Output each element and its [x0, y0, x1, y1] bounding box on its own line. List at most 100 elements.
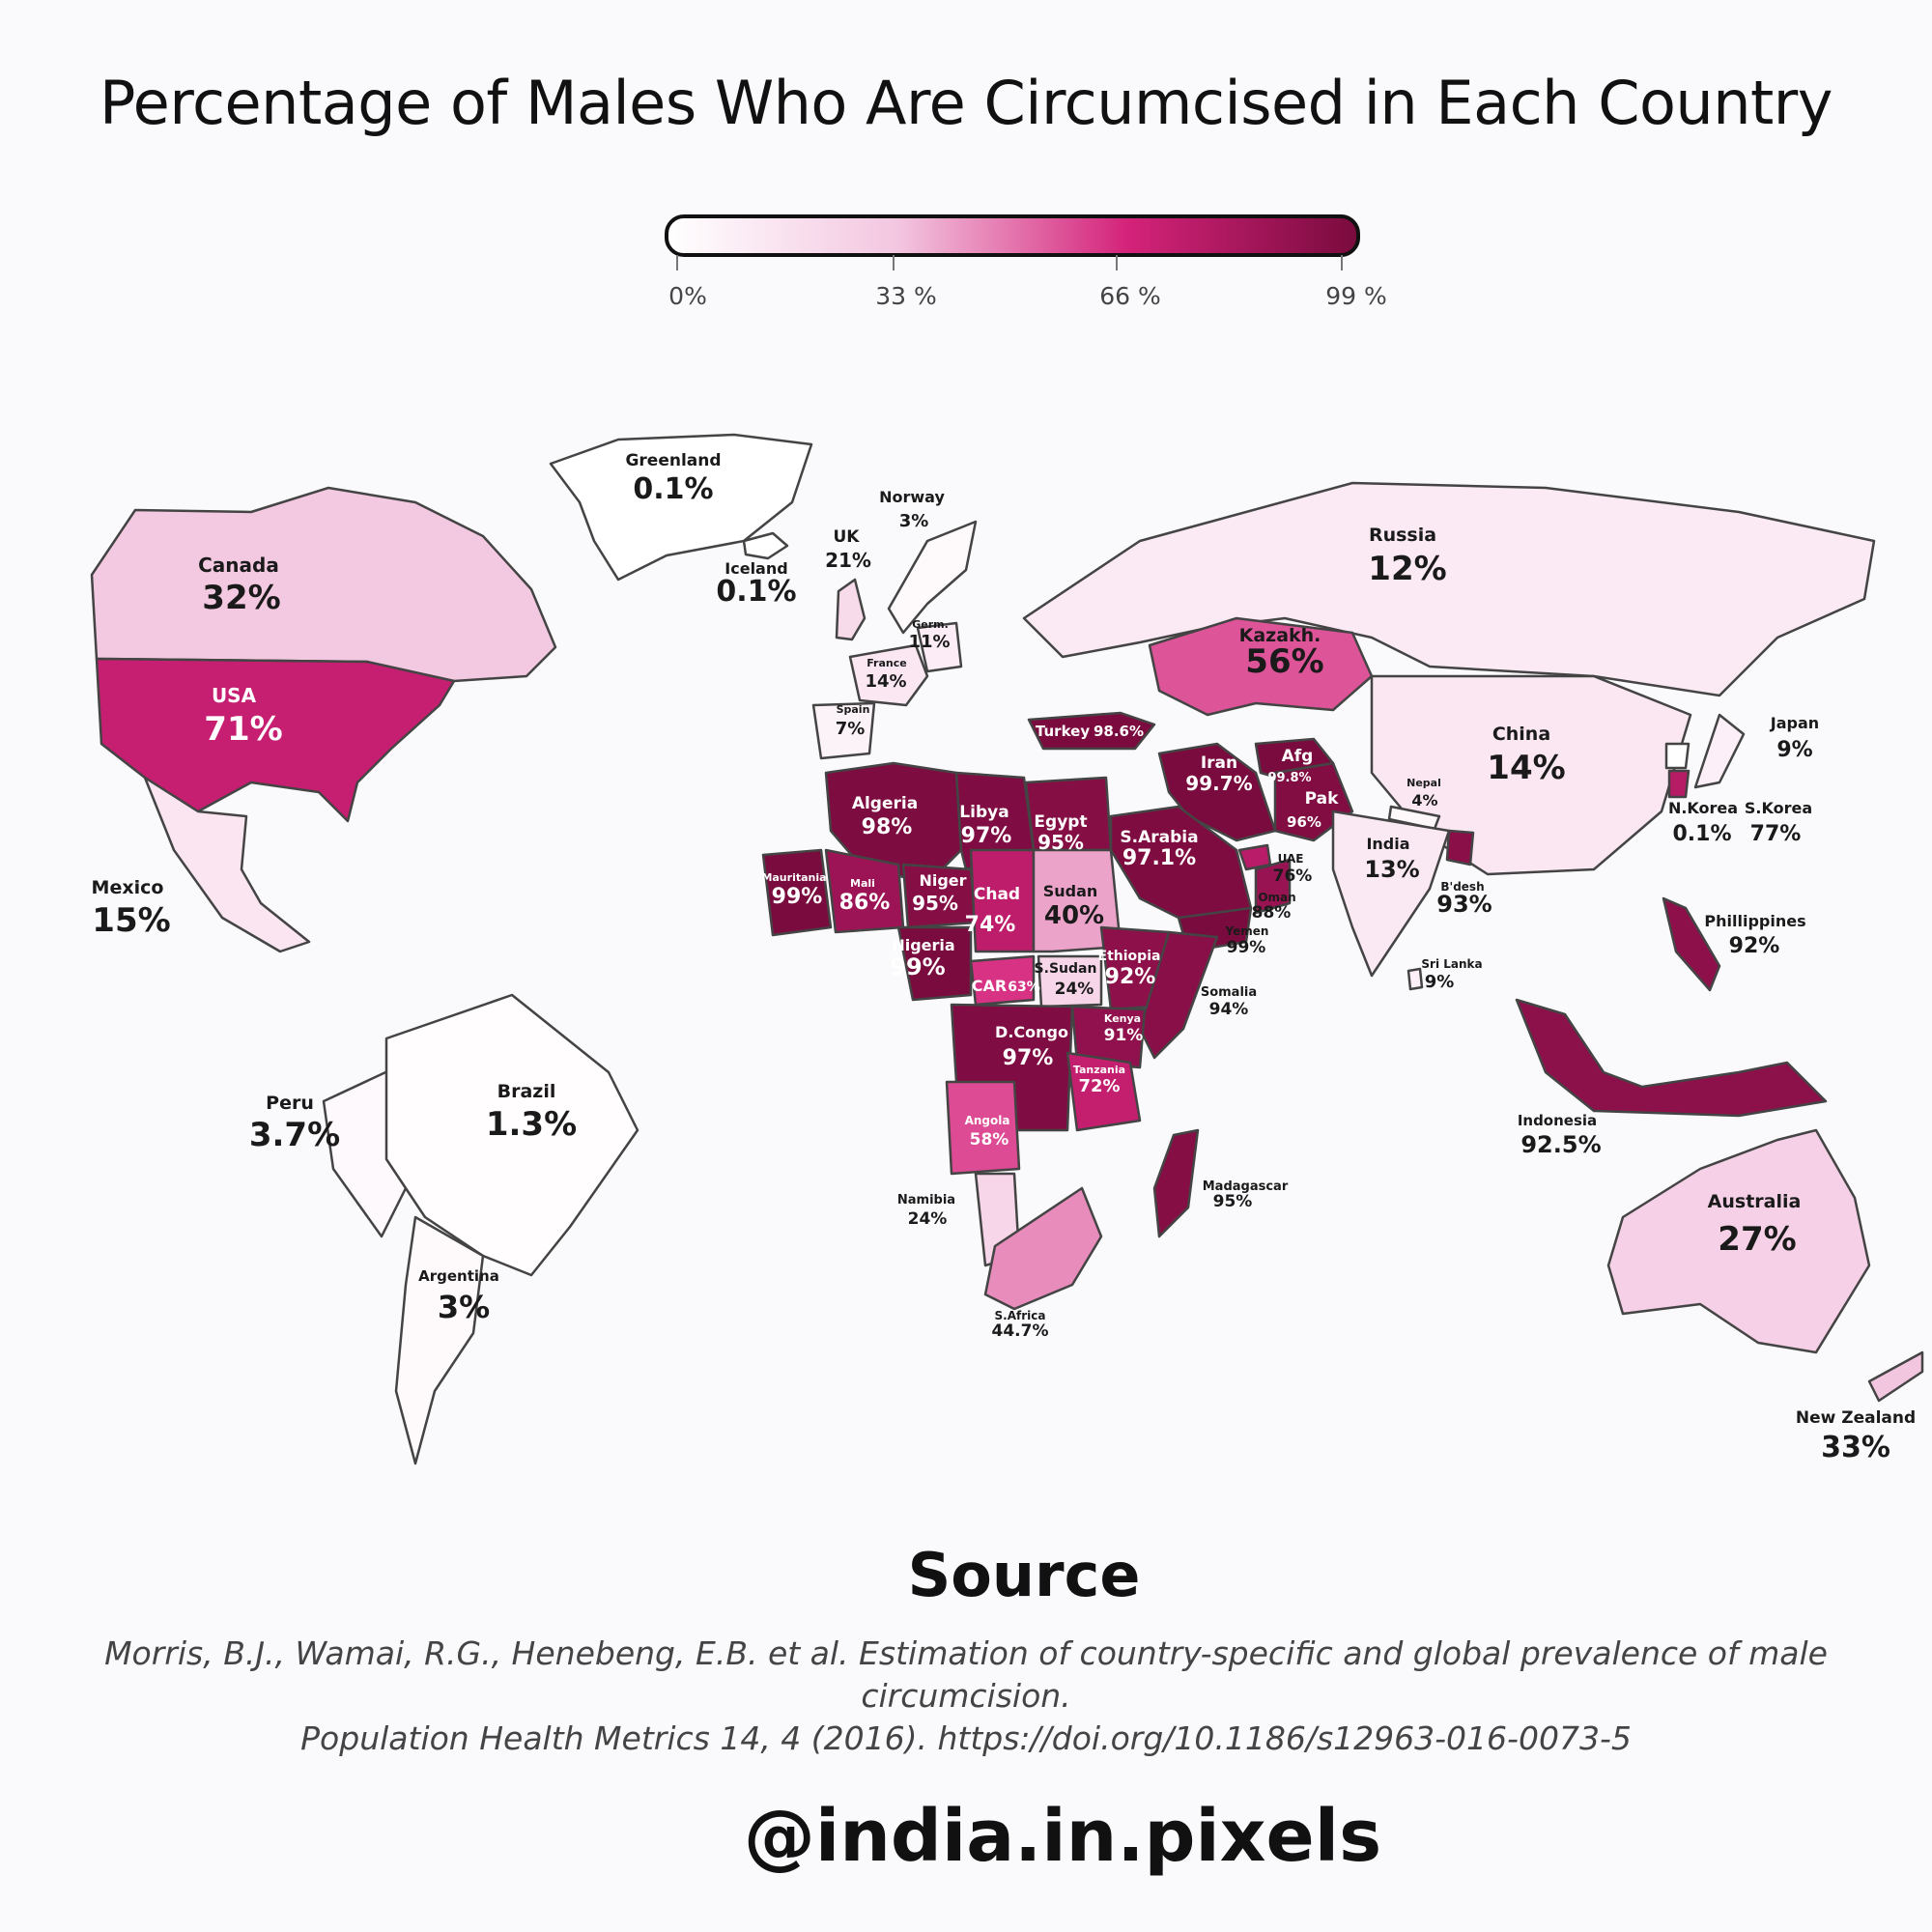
- country-name-label: Germ.: [912, 618, 949, 631]
- country-kazakh: [1148, 616, 1374, 717]
- country-value-label: 63%: [1008, 980, 1040, 995]
- country-spain: [811, 701, 876, 760]
- country-name-label: Australia: [1708, 1191, 1802, 1212]
- country-value-label: 91%: [1104, 1026, 1144, 1045]
- source-line-1: Morris, B.J., Wamai, R.G., Henebeng, E.B…: [104, 1634, 1828, 1715]
- source-heading: Source: [907, 1540, 1141, 1610]
- country-name-label: Norway: [879, 488, 945, 506]
- country-value-label: 92.5%: [1520, 1131, 1601, 1158]
- country-value-label: 4%: [1411, 791, 1437, 810]
- country-name-label: Egypt: [1034, 812, 1087, 832]
- country-value-label: 98.6%: [1094, 723, 1144, 740]
- country-n-korea: [1664, 742, 1690, 770]
- country-value-label: 56%: [1245, 642, 1323, 681]
- country-value-label: 97%: [1003, 1046, 1054, 1070]
- country-value-label: 1.3%: [486, 1105, 577, 1144]
- country-value-label: 9%: [1776, 738, 1812, 762]
- legend-tick-label: 0%: [668, 282, 707, 310]
- country-germ: [916, 621, 963, 673]
- country-name-label: Turkey: [1036, 723, 1090, 740]
- country-value-label: 0.1%: [716, 575, 796, 609]
- country-name-label: New Zealand: [1796, 1408, 1916, 1428]
- country-value-label: 97.1%: [1122, 846, 1196, 870]
- country-value-label: 9%: [1425, 972, 1455, 992]
- country-value-label: 77%: [1750, 822, 1802, 846]
- country-madagascar: [1152, 1128, 1200, 1238]
- country-value-label: 14%: [1487, 749, 1565, 787]
- country-name-label: Chad: [974, 885, 1020, 904]
- country-name-label: Nepal: [1406, 777, 1441, 789]
- country-value-label: 95%: [912, 892, 958, 915]
- country-name-label: Madagascar: [1203, 1179, 1289, 1194]
- country-name-label: Phillippines: [1704, 912, 1805, 930]
- country-name-label: Afg: [1282, 747, 1314, 766]
- country-value-label: 94%: [1209, 1000, 1249, 1019]
- country-name-label: Iceland: [724, 559, 787, 578]
- country-name-label: Somalia: [1201, 985, 1257, 1000]
- source-citation: Morris, B.J., Wamai, R.G., Henebeng, E.B…: [0, 1633, 1932, 1760]
- legend-tick-label: 33 %: [875, 282, 937, 310]
- country-name-label: Oman: [1258, 891, 1295, 904]
- country-value-label: 0.1%: [1672, 822, 1731, 846]
- country-brazil: [384, 993, 639, 1277]
- country-name-label: S.Sudan: [1035, 961, 1097, 977]
- legend-tick-label: 66 %: [1099, 282, 1161, 310]
- country-value-label: 40%: [1044, 901, 1104, 930]
- country-value-label: 32%: [202, 579, 280, 617]
- country-uk: [835, 578, 867, 641]
- country-value-label: 14%: [865, 671, 906, 692]
- legend-tick: [893, 255, 895, 270]
- color-legend: 0% 33 % 66 % 99 %: [665, 214, 1387, 311]
- country-name-label: Brazil: [497, 1081, 556, 1102]
- country-sudan: [1032, 848, 1122, 953]
- country-name-label: China: [1492, 724, 1550, 745]
- country-name-label: Sudan: [1043, 882, 1098, 900]
- country-tanzania: [1065, 1051, 1142, 1132]
- country-name-label: CAR: [972, 977, 1007, 995]
- country-name-label: Canada: [198, 554, 279, 577]
- country-oman: [1254, 858, 1292, 915]
- country-name-label: Russia: [1369, 525, 1436, 546]
- legend-tick: [1341, 255, 1343, 270]
- country-value-label: 24%: [908, 1209, 948, 1229]
- legend-tick: [1116, 255, 1118, 270]
- country-value-label: 3%: [438, 1289, 490, 1325]
- country-australia: [1606, 1128, 1871, 1354]
- country-value-label: 33%: [1821, 1431, 1890, 1464]
- country-new-zealand: [1867, 1350, 1924, 1403]
- country-value-label: 0.1%: [633, 472, 713, 506]
- country-france: [848, 643, 929, 707]
- country-nigeria: [896, 925, 973, 1002]
- country-name-label: Spain: [837, 703, 870, 716]
- country-turkey: [1027, 711, 1156, 751]
- country-name-label: N.Korea: [1668, 799, 1738, 817]
- country-value-label: 71%: [204, 710, 282, 749]
- country-phillippines: [1662, 896, 1721, 992]
- country-name-label: Ethiopia: [1098, 949, 1161, 964]
- country-name-label: India: [1366, 835, 1409, 853]
- country-iceland: [742, 531, 789, 560]
- country-name-label: Peru: [266, 1093, 314, 1114]
- country-value-label: 95%: [1213, 1192, 1253, 1211]
- country-indonesia: [1515, 998, 1828, 1118]
- country-sri-lanka: [1406, 967, 1424, 991]
- country-value-label: 97%: [961, 824, 1012, 848]
- country-name-label: Sri Lanka: [1421, 957, 1482, 971]
- country-value-label: 24%: [1055, 980, 1094, 999]
- country-name-label: UAE: [1278, 852, 1304, 866]
- country-mexico: [143, 776, 311, 953]
- country-japan: [1693, 713, 1746, 789]
- country-name-label: S.Korea: [1745, 799, 1812, 817]
- country-value-label: 86%: [839, 891, 891, 915]
- country-name-label: Namibia: [897, 1193, 955, 1208]
- country-value-label: 27%: [1718, 1220, 1796, 1259]
- country-value-label: 93%: [1436, 891, 1492, 918]
- country-name-label: Indonesia: [1518, 1112, 1597, 1129]
- country-s-korea: [1667, 769, 1690, 799]
- country-name-label: France: [867, 657, 906, 669]
- country-value-label: 72%: [1078, 1076, 1120, 1096]
- legend-tick: [676, 255, 678, 270]
- country-canada: [90, 486, 557, 683]
- country-s-africa: [983, 1186, 1103, 1311]
- country-kenya: [1070, 1005, 1147, 1069]
